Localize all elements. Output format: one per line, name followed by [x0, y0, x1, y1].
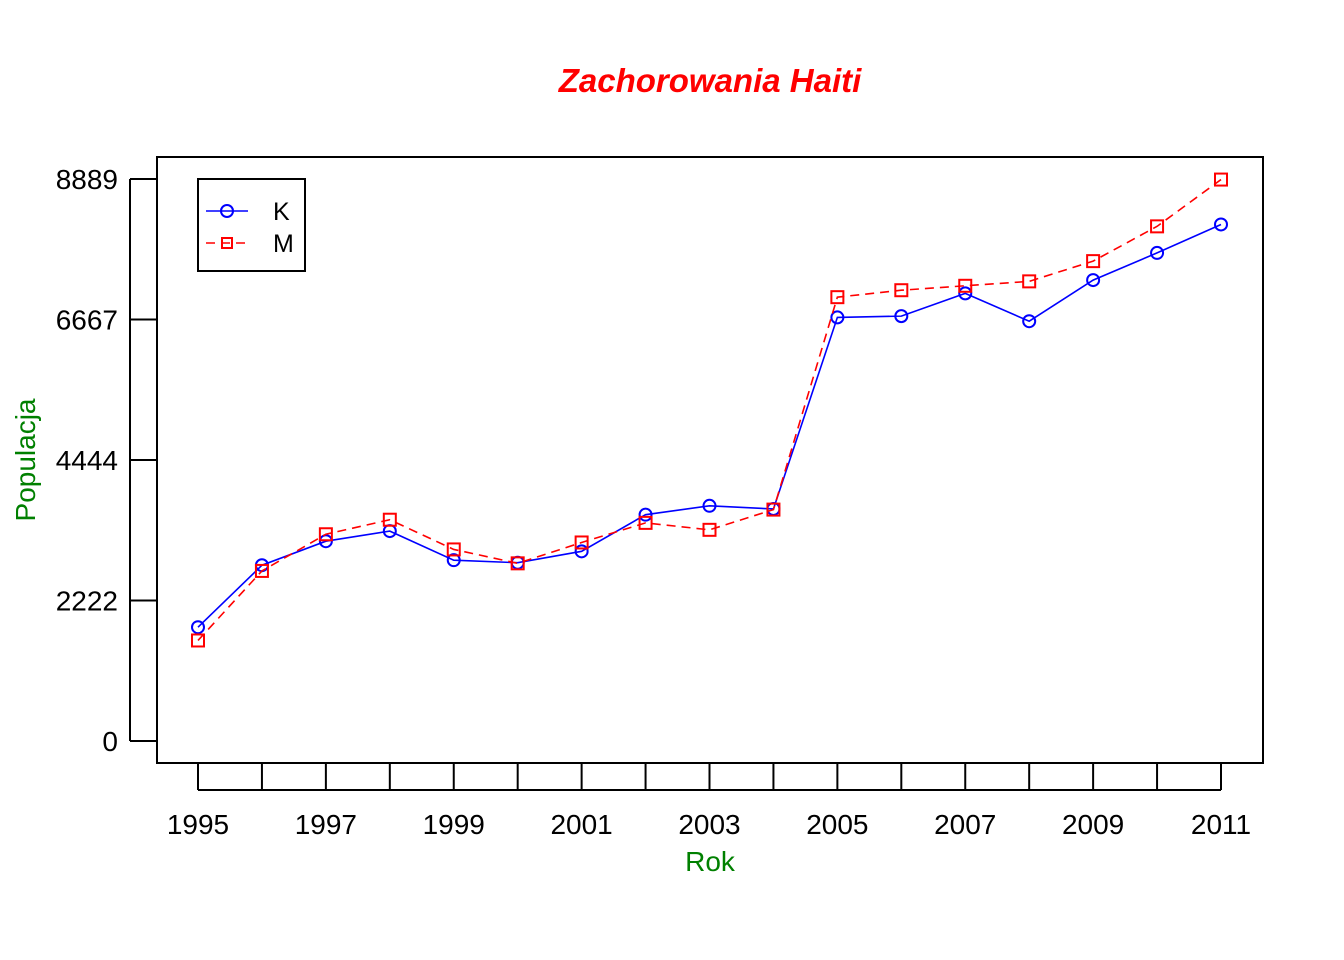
y-tick-label: 6667	[56, 304, 118, 335]
data-point-m	[830, 290, 845, 305]
data-point-k	[830, 310, 845, 325]
data-point-m	[574, 535, 589, 550]
x-axis-label: Rok	[685, 846, 736, 877]
series-line-k	[197, 223, 1222, 628]
data-point-k	[1150, 245, 1165, 260]
y-axis: 0 2222 4444 6667 8889	[56, 164, 157, 757]
data-point-m	[894, 283, 909, 298]
x-tick-label: 1995	[167, 809, 229, 840]
data-point-k	[446, 553, 461, 568]
data-point-m	[638, 515, 653, 530]
x-tick-label: 1999	[423, 809, 485, 840]
legend-marker-m	[221, 237, 233, 249]
legend-label-k: K	[273, 198, 290, 226]
series-line-m	[197, 178, 1222, 642]
data-point-k	[702, 498, 717, 513]
data-point-k	[1022, 314, 1037, 329]
data-point-k	[638, 507, 653, 522]
data-point-k	[958, 286, 973, 301]
data-point-m	[958, 278, 973, 293]
data-point-m	[318, 527, 333, 542]
data-point-m	[1150, 219, 1165, 234]
data-point-m	[702, 522, 717, 537]
data-point-k	[1214, 217, 1228, 232]
legend-label-m: M	[273, 230, 294, 258]
data-point-m	[1214, 172, 1228, 187]
legend-marker-k	[220, 204, 234, 218]
y-tick-label: 8889	[56, 164, 118, 195]
x-tick-label: 2009	[1062, 809, 1124, 840]
x-tick-label: 2005	[806, 809, 868, 840]
data-point-m	[1086, 254, 1101, 269]
data-point-m	[254, 563, 269, 578]
data-point-m	[1022, 274, 1037, 289]
series-layer	[191, 172, 1228, 648]
y-axis-label: Populacja	[10, 398, 41, 521]
y-tick-label: 4444	[56, 445, 118, 476]
data-point-m	[191, 633, 205, 648]
legend: K M	[197, 178, 306, 272]
data-point-m	[382, 512, 397, 527]
data-point-m	[446, 542, 461, 557]
data-point-k	[1086, 273, 1101, 288]
y-tick-label: 0	[102, 726, 118, 757]
x-tick-label: 1997	[295, 809, 357, 840]
data-point-k	[894, 309, 909, 324]
plot-frame	[156, 156, 1264, 764]
x-axis: 1995 1997 1999 2001 2003 2005 2007 2009 2011	[167, 763, 1251, 840]
x-tick-label: 2001	[550, 809, 612, 840]
y-tick-label: 2222	[56, 586, 118, 617]
legend-box	[197, 178, 306, 272]
x-tick-label: 2011	[1191, 809, 1251, 840]
x-tick-label: 2007	[934, 809, 996, 840]
data-point-m	[766, 502, 781, 517]
chart-title: Zachorowania Haiti	[558, 62, 862, 99]
data-point-k	[574, 544, 589, 559]
data-point-m	[510, 556, 525, 571]
x-tick-label: 2003	[678, 809, 740, 840]
data-point-k	[191, 620, 205, 635]
